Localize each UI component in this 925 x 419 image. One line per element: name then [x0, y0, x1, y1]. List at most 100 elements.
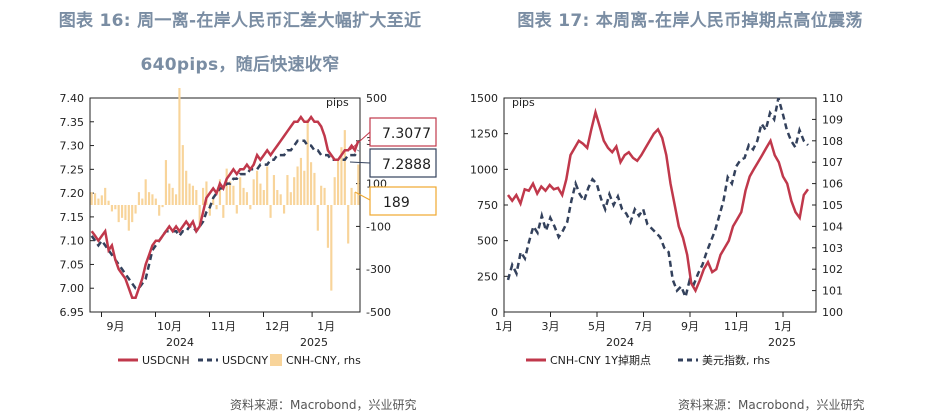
bar-cnh-cny [144, 179, 147, 205]
right-yleft-tick-label: 1500 [470, 92, 498, 105]
legend-usdcny: USDCNY [222, 354, 268, 367]
left-yleft-tick-label: 7.30 [60, 140, 85, 153]
left-yleft-tick-label: 7.00 [60, 282, 85, 295]
right-title: 图表 17: 本周离-在岸人民币掉期点高位震荡 [517, 11, 863, 31]
bar-cnh-cny [316, 205, 319, 231]
right-series-swap-points [506, 107, 810, 294]
bar-cnh-cny [245, 192, 249, 205]
bar-cnh-cny [185, 170, 188, 205]
right-unit-pips: pips [512, 96, 535, 109]
bar-cnh-cny [171, 187, 174, 205]
legend-usdcnh: USDCNH [142, 354, 190, 367]
bar-cnh-cny [296, 166, 299, 205]
bar-cnh-cny [134, 205, 137, 214]
right-yright-tick-label: 109 [822, 113, 843, 126]
bar-cnh-cny [249, 205, 252, 210]
left-yleft-tick-label: 7.10 [60, 235, 85, 248]
left-series-usdcnh [90, 114, 360, 299]
bar-cnh-cny [212, 196, 215, 205]
bar-cnh-cny [141, 198, 144, 205]
callout-usdcnh: 7.3077 [382, 126, 431, 142]
right-x-tick-label: 5月 [588, 320, 606, 333]
bar-cnh-cny [255, 170, 259, 205]
right-yleft-tick-label: 500 [477, 235, 498, 248]
right-chart: 1500 1250 1000 750 500 250 0 110 109 108 107 106 10… [470, 92, 843, 367]
bar-cnh-cny [323, 187, 326, 205]
bar-cnh-cny [269, 205, 272, 218]
right-yleft-tick-label: 1000 [470, 163, 498, 176]
bar-cnh-cny [262, 190, 265, 205]
bar-cnh-cny [272, 175, 276, 205]
right-yleft-tick-label: 250 [477, 270, 498, 283]
bar-cnh-cny [252, 179, 255, 205]
right-source: 资料来源：Macrobond，兴业研究 [678, 398, 865, 412]
left-callouts: 7.3077 7.2888 189 [349, 117, 437, 216]
right-x-tick-label: 7月 [635, 320, 653, 333]
left-yleft-tick-label: 7.20 [60, 187, 85, 200]
bar-cnh-cny [131, 205, 134, 223]
legend-cnh-cny: CNH-CNY, rhs [286, 354, 361, 367]
right-yright-tick-label: 104 [822, 220, 843, 233]
right-x-tick-label: 9月 [681, 320, 699, 333]
bar-cnh-cny [313, 172, 316, 205]
bar-cnh-cny [195, 190, 198, 205]
left-yleft-tick-label: 7.25 [60, 163, 85, 176]
bar-cnh-cny [309, 162, 313, 205]
callout-usdcny: 7.2888 [382, 157, 431, 173]
left-yright-tick-label: -100 [366, 220, 391, 233]
right-yleft-tick-label: 750 [477, 199, 498, 212]
bar-cnh-cny [336, 160, 340, 205]
left-plot-frame [89, 97, 361, 313]
bar-cnh-cny [110, 205, 114, 212]
right-yright-tick-label: 101 [822, 285, 843, 298]
left-x-axis: 9月 10月 11月 12月 1月 2024 2025 [101, 312, 335, 349]
bar-cnh-cny [228, 181, 232, 205]
bar-cnh-cny [303, 170, 306, 205]
right-x-tick-label: 3月 [542, 320, 560, 333]
bar-cnh-cny [347, 205, 350, 244]
left-yleft-tick-label: 7.05 [60, 258, 85, 271]
right-year-label: 2025 [768, 336, 796, 349]
left-x-tick-label: 1月 [317, 320, 335, 333]
bar-cnh-cny [191, 185, 195, 205]
right-legend: CNH-CNY 1Y掉期点 美元指数, rhs [526, 353, 770, 367]
bar-cnh-cny [276, 190, 279, 205]
bar-cnh-cny [154, 198, 157, 205]
right-yright-tick-label: 108 [822, 135, 843, 148]
left-year-label: 2024 [166, 336, 194, 349]
bar-cnh-cny [242, 187, 245, 205]
bar-cnh-cny [350, 187, 353, 205]
bar-cnh-cny [320, 185, 323, 205]
left-chart: 7.40 7.35 7.30 7.25 7.20 7.15 7.10 7.05 7.00 6.95… [60, 88, 437, 367]
right-yright-tick-label: 100 [822, 306, 843, 319]
right-yright-tick-label: 103 [822, 242, 843, 255]
left-yleft-tick-label: 7.35 [60, 116, 85, 129]
right-x-tick-label: 11月 [724, 320, 749, 333]
bar-cnh-cny [181, 145, 184, 205]
bar-cnh-cny [201, 187, 205, 205]
bar-cnh-cny [357, 164, 360, 205]
right-yleft-tick-label: 0 [491, 306, 498, 319]
bar-cnh-cny [161, 205, 164, 208]
right-series-dxy [506, 97, 809, 302]
left-x-tick-label: 9月 [107, 320, 125, 333]
bar-cnh-cny [188, 183, 191, 205]
left-title-line2: 640pips，随后快速收窄 [140, 55, 340, 75]
bar-cnh-cny [124, 205, 127, 220]
left-legend: USDCNH USDCNY CNH-CNY, rhs [118, 354, 361, 367]
right-yleft-tick-label: 1250 [470, 128, 498, 141]
left-x-tick-label: 10月 [157, 320, 182, 333]
bar-cnh-cny [120, 205, 124, 218]
bar-cnh-cny [299, 157, 303, 205]
right-yright-tick-label: 105 [822, 199, 843, 212]
bar-cnh-cny [178, 88, 181, 205]
bar-cnh-cny [330, 205, 333, 291]
bar-cnh-cny [289, 192, 292, 205]
bar-cnh-cny [235, 205, 238, 214]
left-yleft-tick-label: 7.40 [60, 92, 85, 105]
bar-cnh-cny [286, 175, 289, 205]
legend-swap: CNH-CNY 1Y掉期点 [550, 353, 651, 367]
right-x-tick-label: 1月 [495, 320, 513, 333]
bar-cnh-cny [208, 205, 211, 216]
bar-cnh-cny [104, 187, 107, 205]
